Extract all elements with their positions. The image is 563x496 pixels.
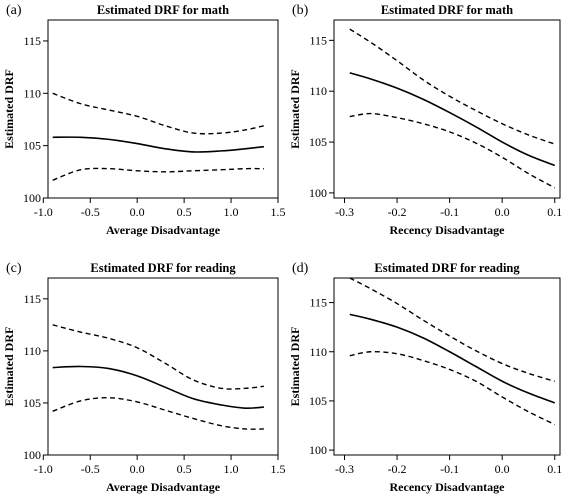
x-tick-label: 0.1 [547, 462, 562, 476]
lower-bound-line [349, 350, 556, 426]
plot-frame [333, 277, 561, 456]
x-tick-label: 0.0 [130, 205, 145, 219]
x-tick-label: -1.0 [34, 205, 53, 219]
y-axis-label: Estimated DRF [2, 327, 16, 407]
y-tick-label: 100 [309, 186, 327, 200]
x-tick-label: 0.0 [130, 462, 145, 476]
upper-bound-line [349, 28, 555, 145]
x-tick-label: -0.3 [335, 205, 354, 219]
x-tick-label: -0.3 [335, 462, 354, 476]
x-tick-label: 1.0 [224, 205, 239, 219]
plot-frame [333, 19, 561, 199]
x-tick-label: 1.0 [224, 462, 239, 476]
x-tick-label: 0.5 [177, 462, 192, 476]
panel-label: (d) [292, 261, 309, 276]
x-tick-label: -0.5 [81, 205, 100, 219]
y-axis-label: Estimated DRF [288, 327, 302, 407]
panel-label: (b) [292, 3, 309, 18]
y-axis-label: Estimated DRF [288, 69, 302, 149]
y-tick-label: 115 [309, 296, 327, 310]
y-tick-label: 110 [309, 84, 327, 98]
y-tick-label: 115 [23, 34, 41, 48]
x-tick-label: -0.2 [388, 205, 407, 219]
x-tick-label: 1.5 [271, 205, 286, 219]
y-tick-label: 110 [309, 345, 327, 359]
y-tick-label: 105 [23, 396, 41, 410]
x-tick-label: 0.1 [547, 205, 562, 219]
lower-bound-line [52, 397, 264, 430]
lower-bound-line [349, 112, 556, 189]
y-tick-label: 100 [23, 191, 41, 205]
x-tick-label: -0.1 [440, 205, 459, 219]
y-tick-label: 105 [309, 394, 327, 408]
y-tick-label: 100 [309, 443, 327, 457]
x-tick-label: -0.2 [388, 462, 407, 476]
x-tick-label: -0.5 [81, 462, 100, 476]
upper-bound-line [52, 92, 265, 135]
chart-panel-1: (a) Estimated DRF for math -1.0 -0.5 0.0 0.5 1… [2, 3, 286, 237]
y-tick-label: 110 [23, 344, 41, 358]
x-tick-label: -1.0 [34, 462, 53, 476]
y-tick-label: 115 [23, 292, 41, 306]
x-tick-label: 0.0 [495, 462, 510, 476]
x-tick-label: -0.1 [440, 462, 459, 476]
upper-bound-line [52, 324, 264, 390]
estimate-line [52, 136, 265, 153]
y-tick-label: 110 [23, 86, 41, 100]
x-tick-label: 0.0 [495, 205, 510, 219]
estimate-line [349, 72, 556, 167]
estimate-line [52, 365, 264, 410]
chart-title: Estimated DRF for math [381, 3, 513, 17]
x-tick-label: 0.5 [177, 205, 192, 219]
chart-panel-3: (c) Estimated DRF for reading -1.0 -0.5 0.0 0… [2, 261, 286, 494]
upper-bound-line [349, 278, 555, 382]
y-tick-label: 105 [309, 135, 327, 149]
chart-title: Estimated DRF for reading [90, 261, 236, 275]
lower-bound-line [52, 167, 264, 181]
x-axis-label: Average Disadvantage [106, 223, 221, 237]
plot-frame [47, 19, 279, 199]
x-tick-label: 1.5 [271, 462, 286, 476]
panel-label: (c) [6, 261, 22, 276]
panel-label: (a) [6, 3, 22, 18]
chart-title: Estimated DRF for math [97, 3, 229, 17]
x-axis-label: Recency Disadvantage [390, 480, 506, 494]
chart-panel-4: (d) Estimated DRF for reading -0.3 -0.2 -0.1… [288, 261, 562, 494]
x-axis-label: Average Disadvantage [106, 480, 221, 494]
x-axis-label: Recency Disadvantage [390, 223, 506, 237]
y-tick-label: 105 [23, 139, 41, 153]
chart-title: Estimated DRF for reading [374, 261, 520, 275]
estimate-line [349, 313, 556, 404]
y-tick-label: 100 [23, 448, 41, 462]
y-axis-label: Estimated DRF [2, 69, 16, 149]
y-tick-label: 115 [309, 33, 327, 47]
plot-frame [47, 277, 279, 456]
chart-panel-2: (b) Estimated DRF for math -0.3 -0.2 -0.1 0.0… [288, 3, 562, 237]
